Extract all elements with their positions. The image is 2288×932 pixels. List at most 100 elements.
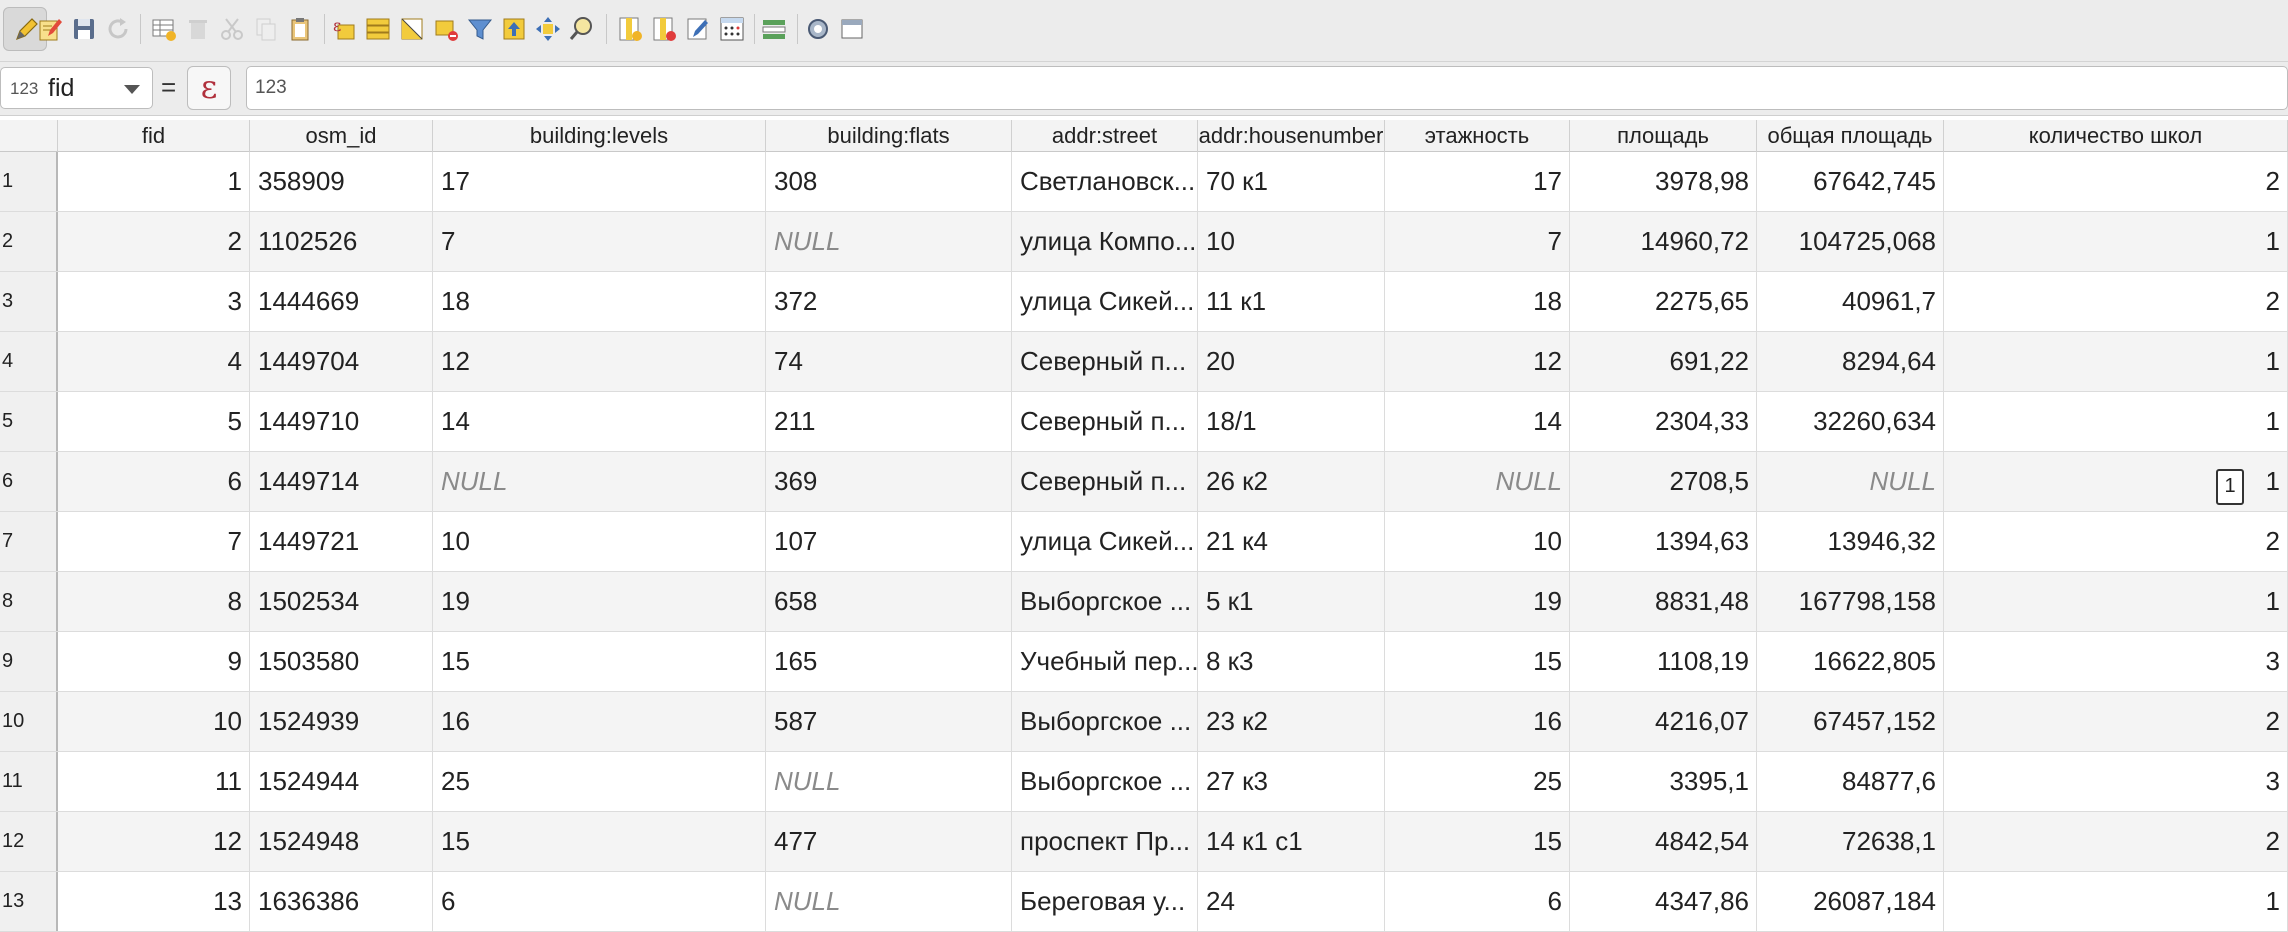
conditional-formatting-button[interactable]	[752, 7, 796, 51]
table-row[interactable]: 12 12 1524948 15 477 проспект Пр... 14 к1 с1 15…	[0, 812, 2288, 872]
col-etazhnost-cell[interactable]: 12	[1385, 332, 1570, 391]
field-selector[interactable]: 123 fid	[0, 67, 153, 109]
col-addr-housenumber-cell[interactable]: 21 к4	[1198, 512, 1385, 571]
col-addr-street-cell[interactable]: улица Сикей...	[1012, 512, 1198, 571]
col-fid-cell[interactable]: 13	[58, 872, 250, 931]
row-header[interactable]: 7	[0, 512, 58, 571]
col-osm-id-cell[interactable]: 1524944	[250, 752, 433, 811]
col-etazhnost-cell[interactable]: 15	[1385, 812, 1570, 871]
col-etazhnost-cell[interactable]: 14	[1385, 392, 1570, 451]
col-building-flats-cell[interactable]: 372	[766, 272, 1012, 331]
col-addr-housenumber-cell[interactable]: 5 к1	[1198, 572, 1385, 631]
col-obshchaya-ploshchad-cell[interactable]: 84877,6	[1757, 752, 1944, 811]
col-fid-cell[interactable]: 9	[58, 632, 250, 691]
col-building-flats-cell[interactable]: 165	[766, 632, 1012, 691]
zoom-to-selected-button[interactable]	[560, 7, 604, 51]
col-addr-street-cell[interactable]: Северный п...	[1012, 392, 1198, 451]
col-building-levels-cell[interactable]: 14	[433, 392, 766, 451]
col-ploshchad-cell[interactable]: 4216,07	[1570, 692, 1757, 751]
col-addr-housenumber-cell[interactable]: 20	[1198, 332, 1385, 391]
row-header[interactable]: 9	[0, 632, 58, 691]
col-ploshchad-cell[interactable]: 3978,98	[1570, 152, 1757, 211]
row-header[interactable]: 10	[0, 692, 58, 751]
col-building-flats-header[interactable]: building:flats	[766, 120, 1012, 152]
col-building-flats-cell[interactable]: 658	[766, 572, 1012, 631]
col-fid-cell[interactable]: 1	[58, 152, 250, 211]
col-fid-cell[interactable]: 8	[58, 572, 250, 631]
col-addr-housenumber-cell[interactable]: 23 к2	[1198, 692, 1385, 751]
organize-columns-button[interactable]	[676, 7, 720, 51]
col-building-levels-cell[interactable]: 6	[433, 872, 766, 931]
col-kolichestvo-shkol-cell[interactable]: 2	[1944, 512, 2288, 571]
field-value-input[interactable]: 123	[246, 66, 2288, 110]
col-building-levels-cell[interactable]: 7	[433, 212, 766, 271]
col-ploshchad-cell[interactable]: 691,22	[1570, 332, 1757, 391]
col-kolichestvo-shkol-cell[interactable]: 1	[1944, 392, 2288, 451]
col-kolichestvo-shkol-cell[interactable]: 2	[1944, 812, 2288, 871]
row-header[interactable]: 11	[0, 752, 58, 811]
col-addr-housenumber-cell[interactable]: 18/1	[1198, 392, 1385, 451]
col-osm-id-cell[interactable]: 1102526	[250, 212, 433, 271]
col-addr-housenumber-cell[interactable]: 8 к3	[1198, 632, 1385, 691]
col-obshchaya-ploshchad-cell[interactable]: 167798,158	[1757, 572, 1944, 631]
col-osm-id-cell[interactable]: 1524948	[250, 812, 433, 871]
table-row[interactable]: 13 13 1636386 6 NULL Береговая у... 24 6 4347,86…	[0, 872, 2288, 932]
col-building-levels-cell[interactable]: 25	[433, 752, 766, 811]
col-building-levels-cell[interactable]: 18	[433, 272, 766, 331]
col-kolichestvo-shkol-cell[interactable]: 2	[1944, 692, 2288, 751]
table-row[interactable]: 3 3 1444669 18 372 улица Сикей... 11 к1 18 2275,…	[0, 272, 2288, 332]
row-header[interactable]: 5	[0, 392, 58, 451]
row-header[interactable]: 2	[0, 212, 58, 271]
copy-button[interactable]	[244, 7, 288, 51]
col-etazhnost-cell[interactable]: NULL	[1385, 452, 1570, 511]
col-building-levels-cell[interactable]: 10	[433, 512, 766, 571]
col-etazhnost-cell[interactable]: 10	[1385, 512, 1570, 571]
pan-to-selected-button[interactable]	[526, 7, 570, 51]
table-row[interactable]: 6 6 1449714 NULL 369 Северный п... 26 к2 NULL 27…	[0, 452, 2288, 512]
col-obshchaya-ploshchad-cell[interactable]: 32260,634	[1757, 392, 1944, 451]
col-osm-id-cell[interactable]: 1449721	[250, 512, 433, 571]
actions-button[interactable]	[796, 7, 840, 51]
col-kolichestvo-shkol-cell[interactable]: 1	[1944, 572, 2288, 631]
col-osm-id-cell[interactable]: 1503580	[250, 632, 433, 691]
col-kolichestvo-shkol-cell[interactable]: 3	[1944, 632, 2288, 691]
col-addr-street-cell[interactable]: улица Компо...	[1012, 212, 1198, 271]
col-addr-street-cell[interactable]: улица Сикей...	[1012, 272, 1198, 331]
col-building-flats-cell[interactable]: 477	[766, 812, 1012, 871]
col-obshchaya-ploshchad-cell[interactable]: NULL	[1757, 452, 1944, 511]
dock-undock-button[interactable]	[830, 7, 874, 51]
row-header[interactable]: 8	[0, 572, 58, 631]
col-addr-housenumber-cell[interactable]: 70 к1	[1198, 152, 1385, 211]
delete-field-button[interactable]	[642, 7, 686, 51]
col-etazhnost-cell[interactable]: 17	[1385, 152, 1570, 211]
col-obshchaya-ploshchad-cell[interactable]: 40961,7	[1757, 272, 1944, 331]
col-ploshchad-cell[interactable]: 14960,72	[1570, 212, 1757, 271]
col-building-levels-cell[interactable]: 12	[433, 332, 766, 391]
col-etazhnost-cell[interactable]: 19	[1385, 572, 1570, 631]
table-row[interactable]: 5 5 1449710 14 211 Северный п... 18/1 14 2304,33…	[0, 392, 2288, 452]
col-obshchaya-ploshchad-cell[interactable]: 72638,1	[1757, 812, 1944, 871]
col-fid-cell[interactable]: 5	[58, 392, 250, 451]
table-row[interactable]: 4 4 1449704 12 74 Северный п... 20 12 691,22 8294…	[0, 332, 2288, 392]
col-kolichestvo-shkol-cell[interactable]: 2	[1944, 272, 2288, 331]
col-addr-street-cell[interactable]: Учебный пер...	[1012, 632, 1198, 691]
table-row[interactable]: 2 2 1102526 7 NULL улица Компо... 10 7 14960,72 1…	[0, 212, 2288, 272]
col-kolichestvo-shkol-cell[interactable]: 3	[1944, 752, 2288, 811]
paste-button[interactable]	[278, 7, 322, 51]
col-ploshchad-cell[interactable]: 1394,63	[1570, 512, 1757, 571]
table-row[interactable]: 9 9 1503580 15 165 Учебный пер... 8 к3 15 1108,1…	[0, 632, 2288, 692]
col-addr-housenumber-cell[interactable]: 24	[1198, 872, 1385, 931]
col-obshchaya-ploshchad-cell[interactable]: 16622,805	[1757, 632, 1944, 691]
col-building-levels-cell[interactable]: 16	[433, 692, 766, 751]
col-fid-cell[interactable]: 11	[58, 752, 250, 811]
col-building-flats-cell[interactable]: NULL	[766, 872, 1012, 931]
col-addr-street-cell[interactable]: Северный п...	[1012, 452, 1198, 511]
col-obshchaya-ploshchad-cell[interactable]: 67457,152	[1757, 692, 1944, 751]
col-building-levels-cell[interactable]: 17	[433, 152, 766, 211]
col-obshchaya-ploshchad-cell[interactable]: 104725,068	[1757, 212, 1944, 271]
select-all-button[interactable]	[356, 7, 400, 51]
col-addr-housenumber-cell[interactable]: 27 к3	[1198, 752, 1385, 811]
save-edits-button[interactable]	[62, 7, 106, 51]
col-obshchaya-ploshchad-cell[interactable]: 67642,745	[1757, 152, 1944, 211]
col-building-flats-cell[interactable]: 74	[766, 332, 1012, 391]
